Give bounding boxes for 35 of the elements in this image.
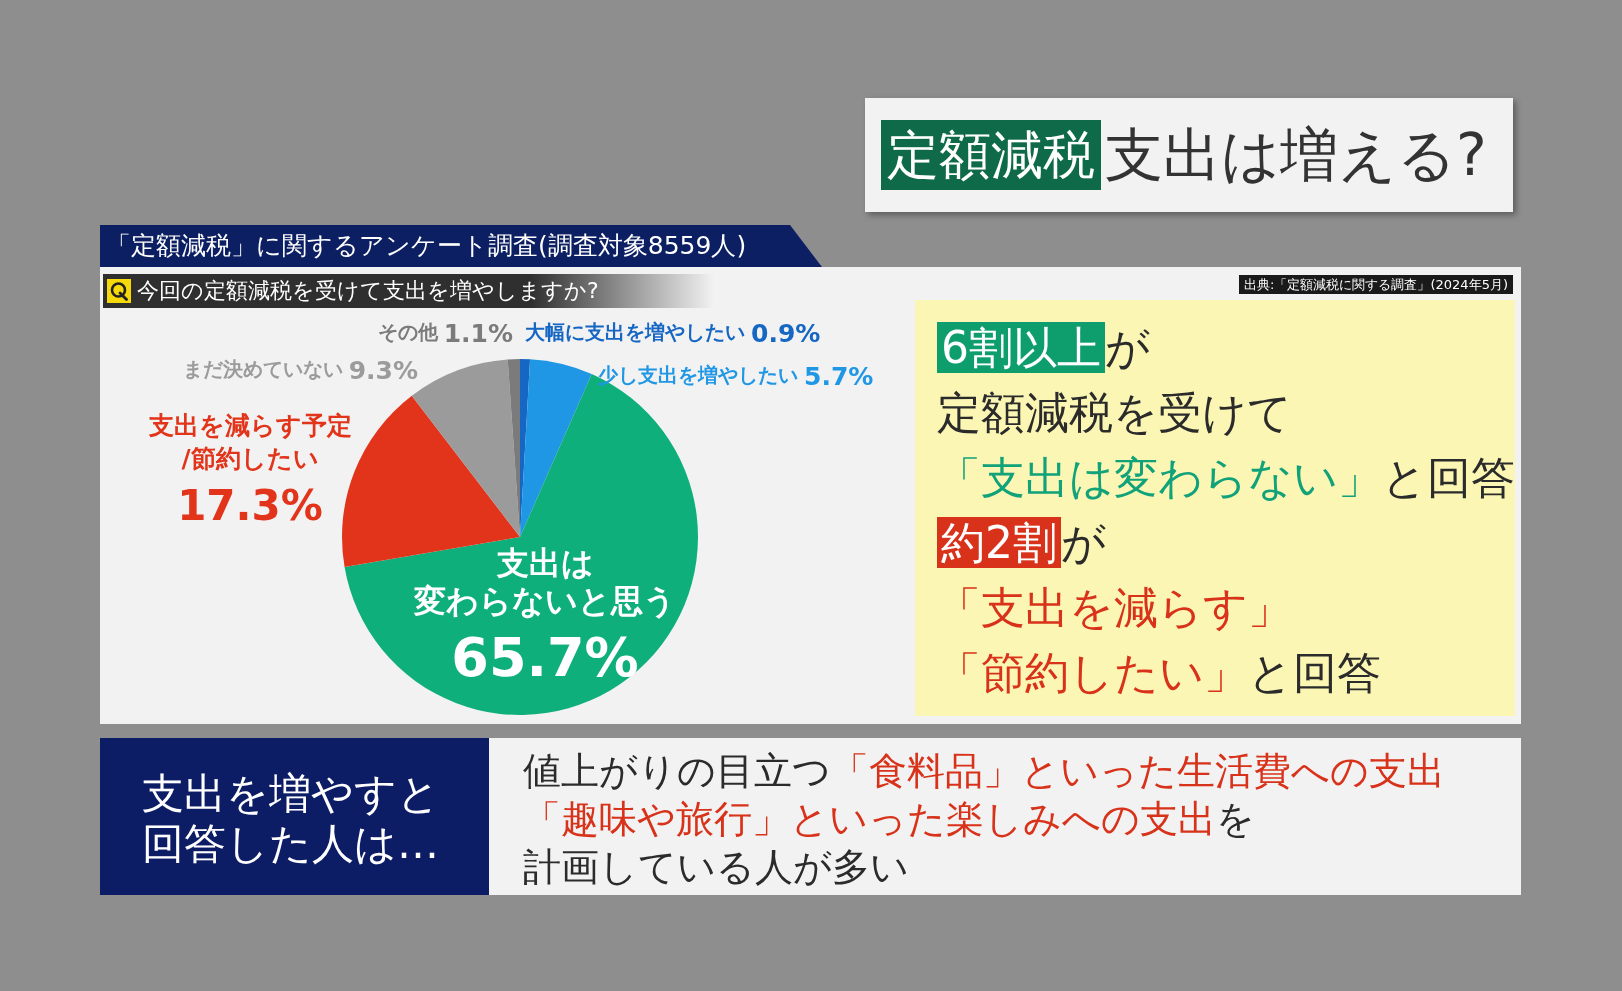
text: 支出は増える? [1105,120,1487,190]
text: 定額減税 [881,120,1101,190]
text: 「食料品」といった生活費への支出 [831,749,1445,793]
text: 「趣味や旅行」といった楽しみへの支出 [523,797,1216,841]
chart-subtitle: 今回の定額減税を受けて支出を増やしますか? [137,277,599,305]
text: 「節約したい」 [937,647,1248,698]
data-label: 9.3% [348,356,418,385]
text: と回答 [1248,647,1381,698]
text: 支出を増やすと [142,769,440,818]
text: を [1216,797,1255,841]
slice-label: 大幅に支出を増やしたい [525,320,745,344]
slice-label: 少し支出を増やしたい [598,363,798,387]
pie-slice [520,359,592,537]
data-label: 65.7% [451,626,639,689]
slice-label: 支出を減らす予定/節約したい [147,411,352,473]
text: 6割以上 [937,322,1105,373]
data-label: 0.9% [751,319,821,348]
text: 定額減税を受けて [937,387,1292,438]
slice-label: まだ決めていない [182,357,343,381]
chart-title: 「定額減税」に関するアンケート調査(調査対象8559人) [100,225,822,267]
text: 「支出は変わらない」 [937,452,1382,503]
text: 回答した人は… [142,819,439,868]
text: 約2割 [937,517,1061,568]
text: 値上がりの目立つ [523,749,831,793]
data-label: 17.3% [177,481,323,530]
text: が [1061,517,1106,568]
text: と回答 [1382,452,1515,503]
slice-label: その他 [377,320,439,344]
text: が [1105,322,1150,373]
text: 計画している人が多い [523,845,909,889]
data-label: 1.1% [443,319,513,348]
text: 「支出を減らす」 [937,582,1292,633]
source-note: 出典:「定額減税に関する調査」(2024年5月) [1239,275,1513,294]
slice-label: 支出は変わらないと思う [413,544,676,620]
data-label: 5.7% [804,362,874,391]
